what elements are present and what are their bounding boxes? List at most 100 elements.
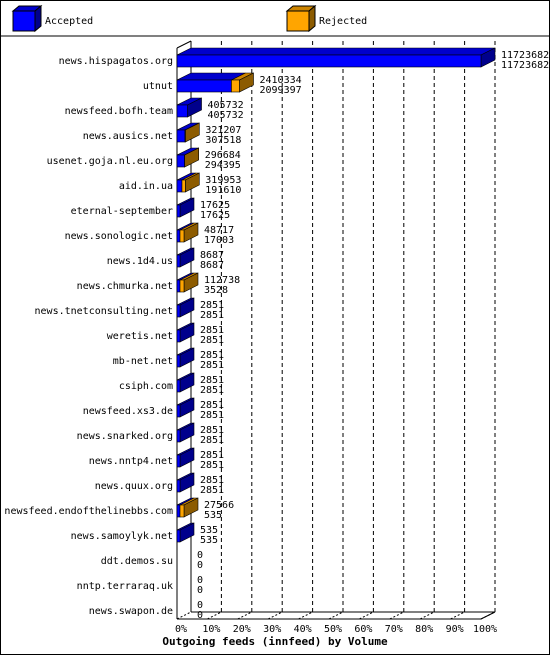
y-tick-label: news.chmurka.net (77, 281, 173, 292)
bar-accepted (176, 472, 195, 493)
value-label: 535 (200, 525, 218, 536)
bar-rejected (231, 72, 254, 93)
y-tick-label: news.ausics.net (83, 131, 173, 142)
bar-accepted-front (176, 379, 181, 393)
bar-accepted (176, 422, 195, 443)
tick-mark (328, 611, 344, 620)
bar-accepted-front (176, 279, 181, 293)
bar-rejected (181, 172, 200, 193)
x-tick-label: 20% (233, 624, 251, 635)
bar-accepted (176, 522, 195, 543)
bar-accepted-front (176, 54, 482, 68)
bar-accepted-front (176, 104, 188, 118)
value-label: 11723682 (501, 50, 549, 61)
bar-accepted (176, 72, 246, 93)
value-label: 0 (197, 600, 203, 611)
value-label: 0 (197, 610, 203, 621)
value-label: 17625 (200, 200, 230, 211)
value-label: 321207 (205, 125, 241, 136)
x-tick-label: 90% (446, 624, 464, 635)
bar-accepted-front (176, 504, 181, 518)
chart-title: Outgoing feeds (innfeed) by Volume (162, 635, 388, 648)
value-label: 2851 (200, 375, 224, 386)
y-tick-label: news.samoylyk.net (71, 531, 173, 542)
tick-mark (267, 611, 283, 620)
bar-accepted (176, 347, 195, 368)
y-tick-label: newsfeed.bofh.team (65, 106, 173, 117)
tick-mark (450, 611, 465, 620)
legend-label: Rejected (319, 16, 367, 27)
y-tick-label: news.1d4.us (107, 256, 173, 267)
bar-accepted (176, 297, 195, 318)
value-label: 48717 (204, 225, 234, 236)
x-tick-label: 70% (385, 624, 403, 635)
bar-rejected (179, 497, 199, 518)
bar-accepted (176, 372, 195, 393)
y-tick-label: weretis.net (107, 331, 173, 342)
bar-rejected (184, 122, 200, 143)
x-tick-label: 80% (415, 624, 433, 635)
bar-rejected (184, 147, 199, 168)
y-tick-label: news.sonologic.net (65, 231, 173, 242)
swatch-side (308, 4, 316, 33)
bar-accepted-front (176, 429, 181, 443)
bar-accepted-front (176, 129, 186, 143)
y-tick-label: news.hispagatos.org (59, 56, 173, 67)
value-label: 296684 (205, 150, 241, 161)
bar-accepted (176, 247, 195, 268)
swatch-front (286, 10, 310, 32)
tick-mark (389, 611, 405, 620)
value-label: 2851 (200, 350, 224, 361)
bar-accepted (176, 397, 195, 418)
bar-accepted-front (176, 329, 181, 343)
value-label: 0 (197, 585, 203, 596)
axis (176, 40, 192, 49)
bar-rejected-front (179, 229, 185, 243)
y-tick-label: newsfeed.xs3.de (83, 406, 173, 417)
value-label: 8687 (200, 250, 224, 261)
bar-accepted-front (176, 304, 181, 318)
x-tick-label: 60% (354, 624, 372, 635)
tick-mark (419, 611, 435, 620)
y-tick-label: news.snarked.org (77, 431, 173, 442)
value-label: 11723682 (501, 60, 549, 71)
value-label: 0 (197, 550, 203, 561)
value-label: 294395 (205, 160, 241, 171)
y-tick-label: csiph.com (119, 381, 173, 392)
legend-label: Accepted (45, 16, 93, 27)
value-label: 112738 (204, 275, 240, 286)
value-label: 2099397 (260, 85, 302, 96)
bar-accepted (176, 47, 496, 68)
value-label: 2851 (200, 485, 224, 496)
value-label: 405732 (208, 100, 244, 111)
bar-accepted-front (176, 529, 181, 543)
y-tick-label: nntp.terraraq.uk (77, 581, 173, 592)
bar-rejected-front (231, 79, 240, 93)
tick-mark (359, 611, 374, 620)
bar-accepted (176, 97, 202, 118)
bar-accepted-front (176, 354, 181, 368)
value-label: 0 (197, 575, 203, 586)
bar-rejected-front (179, 504, 185, 518)
bar-rejected-front (181, 179, 186, 193)
x-tick-label: 50% (324, 624, 342, 635)
value-label: 535 (204, 510, 222, 521)
value-label: 405732 (208, 110, 244, 121)
y-tick-label: mb-net.net (113, 356, 173, 367)
value-label: 2851 (200, 425, 224, 436)
bar-accepted (176, 197, 195, 218)
y-tick-label: usenet.goja.nl.eu.org (47, 156, 173, 167)
value-label: 307518 (205, 135, 241, 146)
swatch-front (12, 10, 36, 32)
value-label: 2851 (200, 300, 224, 311)
value-label: 3528 (204, 285, 228, 296)
bar-accepted-front (176, 154, 185, 168)
value-label: 535 (200, 535, 218, 546)
value-label: 2851 (200, 310, 224, 321)
bar-rejected (179, 272, 199, 293)
value-label: 0 (197, 560, 203, 571)
bar-accepted-front (176, 79, 232, 93)
y-tick-label: ddt.demos.su (101, 556, 173, 567)
value-label: 2851 (200, 435, 224, 446)
x-tick-label: 10% (202, 624, 220, 635)
